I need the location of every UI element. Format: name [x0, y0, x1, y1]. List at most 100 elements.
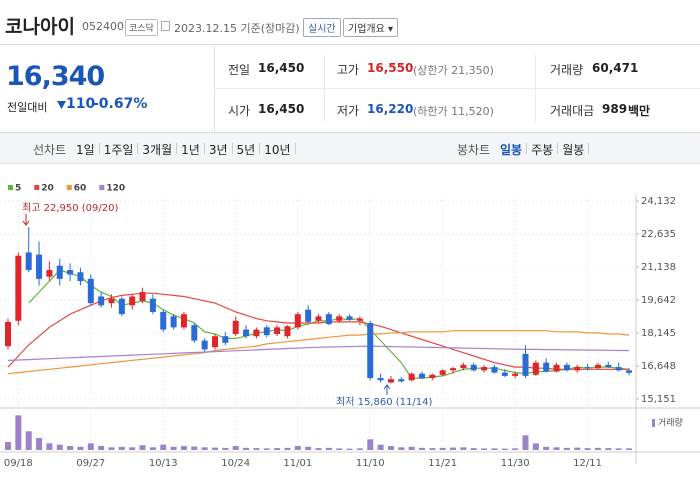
candle-body	[46, 270, 53, 277]
candle-body	[253, 329, 260, 337]
tab-divider	[588, 143, 590, 154]
candle-body	[294, 314, 301, 328]
legend-label: 5	[15, 184, 21, 194]
candle-body	[356, 318, 363, 321]
candle-body	[481, 367, 488, 371]
candle-body	[232, 320, 239, 334]
candle-body	[263, 327, 270, 336]
calendar-icon	[161, 21, 170, 31]
tab[interactable]: 주봉	[531, 143, 554, 157]
volume-bar	[160, 444, 167, 450]
y-tick-label: 21,138	[641, 262, 676, 273]
candle-body	[98, 296, 105, 306]
candle-body	[553, 364, 560, 372]
volume-bar	[491, 448, 498, 450]
volume-bar	[149, 447, 156, 450]
candle-chart-label: 봉차트	[457, 143, 491, 157]
volume-bar	[512, 448, 519, 450]
volume-bar	[180, 446, 187, 450]
y-tick-label: 15,151	[641, 394, 676, 405]
volume-bar	[439, 447, 446, 450]
tab[interactable]: 1일	[76, 143, 95, 157]
stock-name: 코나아이	[5, 16, 75, 38]
candle-body	[532, 362, 539, 375]
down-triangle	[57, 101, 66, 109]
tab-divider	[98, 143, 100, 154]
candle-body	[15, 255, 22, 321]
candle-body	[367, 322, 374, 379]
volume-bar	[305, 446, 312, 450]
volume-bar	[501, 448, 508, 450]
candle-body	[543, 362, 550, 372]
quote-note: (하한가 11,520)	[413, 105, 494, 118]
volume-bar	[450, 447, 457, 450]
legend-swatch	[66, 185, 72, 190]
candle-body	[118, 298, 125, 315]
tab-divider	[231, 143, 233, 154]
volume-bar	[615, 448, 622, 450]
tab-bar: 선차트 봉차트 1일 1주일 3개월 1년 3년 5년 10년 일봉 주봉 월봉	[0, 133, 700, 164]
volume-bar	[98, 446, 105, 450]
candle-body	[284, 326, 291, 337]
legend-swatch	[34, 185, 40, 190]
tab[interactable]: 10년	[264, 143, 291, 157]
volume-bar	[232, 446, 239, 450]
candle-body	[398, 379, 405, 382]
quote-value: 16,550	[367, 61, 414, 75]
volume-bar	[419, 447, 425, 450]
quote-unit: 백만	[628, 104, 651, 118]
candle-body	[315, 316, 322, 321]
candle-body	[129, 296, 136, 306]
volume-bar	[325, 447, 332, 450]
candle-body	[584, 367, 591, 369]
candle-body	[460, 364, 467, 369]
volume-bar	[243, 447, 250, 450]
candle-body	[274, 327, 281, 334]
quote-label: 저가	[337, 104, 360, 118]
candle-body	[450, 368, 457, 371]
volume-bar	[356, 448, 363, 450]
volume-bar	[56, 444, 63, 450]
x-tick-label: 10/13	[149, 458, 178, 469]
tab[interactable]: 1년	[181, 143, 200, 157]
volume-bar	[25, 431, 32, 450]
volume-bar	[346, 448, 353, 450]
annotation-arrow	[383, 384, 391, 395]
overview-button[interactable]: 기업개요 ▾	[343, 18, 399, 37]
candle-body	[139, 292, 146, 301]
volume-bar	[543, 446, 550, 450]
candle-body	[512, 373, 519, 376]
tab[interactable]: 5년	[236, 143, 256, 157]
volume-bar	[77, 446, 84, 450]
tab[interactable]: 일봉	[500, 143, 523, 157]
tab-divider	[557, 143, 559, 154]
x-tick-label: 09/27	[76, 458, 105, 469]
volume-bar	[274, 448, 281, 450]
tab-divider	[176, 143, 178, 154]
candle-body	[160, 311, 167, 330]
candle-body	[377, 378, 384, 381]
annotation: 최저 15,860 (11/14)	[336, 396, 432, 408]
realtime-button[interactable]: 실시간	[303, 18, 341, 37]
tab[interactable]: 월봉	[562, 143, 585, 157]
volume-bar	[594, 447, 601, 450]
quote-value: 16,220	[367, 102, 414, 116]
change-label: 전일대비	[7, 101, 48, 114]
chart: 15,151 16,648 18,145 19,642 21,138 22,635 24,1…	[0, 184, 700, 469]
y-tick-label: 22,635	[641, 229, 676, 240]
volume-bar	[574, 447, 581, 450]
quote-value: 16,450	[258, 102, 305, 116]
quote-label: 거래량	[550, 63, 584, 77]
candle-body	[346, 316, 353, 320]
tab[interactable]: 3년	[208, 143, 228, 157]
change: 110	[66, 96, 96, 112]
tab[interactable]: 1주일	[103, 143, 134, 157]
y-tick-label: 18,145	[641, 328, 676, 339]
candle-body	[67, 270, 74, 275]
volume-bar	[398, 447, 405, 450]
volume-bar	[46, 443, 53, 450]
candle-body	[419, 373, 425, 379]
volume-bar	[563, 447, 570, 450]
tab[interactable]: 3개월	[142, 143, 173, 157]
tab-divider	[526, 143, 528, 154]
